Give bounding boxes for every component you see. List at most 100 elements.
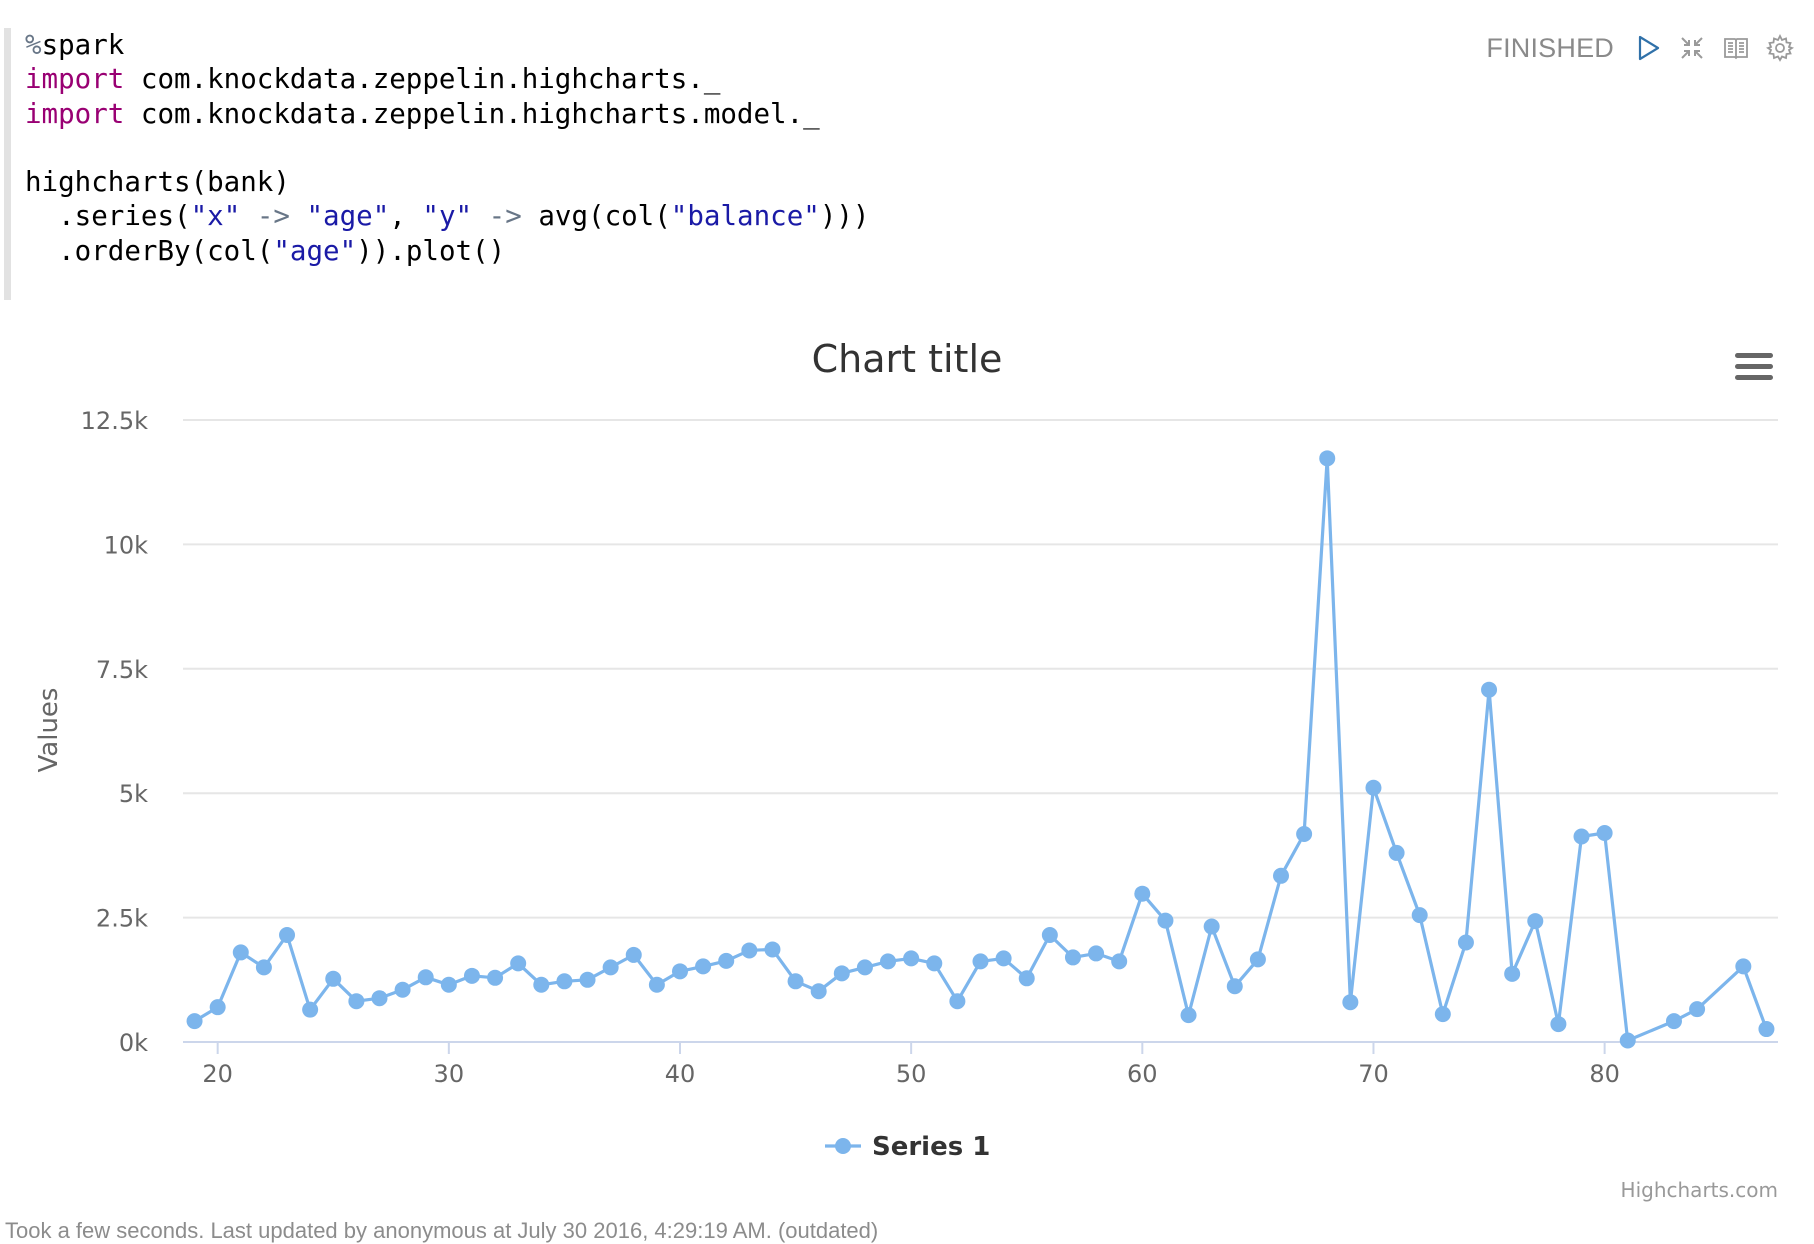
chart-credits[interactable]: Highcharts.com (1621, 1178, 1778, 1202)
run-icon[interactable] (1632, 32, 1664, 64)
code-token (240, 200, 257, 232)
data-point (833, 965, 850, 982)
data-point (1411, 907, 1428, 924)
data-point (1689, 1001, 1706, 1018)
code-token: -> (256, 200, 290, 233)
data-point (1527, 913, 1544, 930)
data-point (856, 959, 873, 976)
data-point (926, 955, 943, 972)
data-point (302, 1001, 319, 1018)
data-point (1041, 927, 1058, 944)
data-point (1134, 885, 1151, 902)
code-editor[interactable]: %spark import com.knockdata.zeppelin.hig… (4, 28, 1494, 300)
code-token: % (25, 29, 42, 61)
line-chart: Chart title 0k 2.5k 5k 7.5k 10k 12.5k 20 30 40 50 6… (34, 337, 1778, 1202)
data-point (1319, 450, 1336, 467)
code-token: "age" (306, 200, 390, 233)
code-block[interactable]: %spark import com.knockdata.zeppelin.hig… (25, 28, 869, 268)
data-point (417, 969, 434, 986)
book-icon[interactable] (1720, 32, 1752, 64)
code-token: ))) (819, 200, 870, 233)
data-point (1504, 965, 1521, 982)
data-point (1665, 1013, 1682, 1030)
chart-container: Chart title 0k 2.5k 5k 7.5k 10k 12.5k 20 30 40 50 6… (0, 320, 1814, 1220)
data-point (602, 959, 619, 976)
data-point (1365, 779, 1382, 796)
code-line: import com.knockdata.zeppelin.highcharts… (25, 63, 720, 95)
data-point (1180, 1007, 1197, 1024)
data-point (995, 950, 1012, 967)
status-label: FINISHED (1486, 32, 1614, 63)
code-token: -> (488, 200, 522, 233)
data-point (1226, 978, 1243, 995)
data-point (440, 976, 457, 993)
code-token (472, 200, 489, 232)
collapse-icon[interactable] (1676, 32, 1708, 64)
code-token: "y" (422, 200, 473, 233)
data-point (1111, 953, 1128, 970)
data-point (255, 959, 272, 976)
data-point (463, 967, 480, 984)
data-point (1758, 1021, 1775, 1038)
y-axis-label: Values (34, 688, 64, 773)
legend-marker (835, 1138, 851, 1154)
hamburger-menu-icon[interactable] (1735, 353, 1773, 380)
x-tick-label: 60 (1127, 1060, 1158, 1088)
data-point (1296, 826, 1313, 843)
data-point (787, 973, 804, 990)
data-point (1249, 951, 1266, 968)
y-tick-label: 12.5k (81, 407, 148, 435)
data-point (394, 981, 411, 998)
code-token: "balance" (670, 200, 820, 233)
code-token: import (25, 97, 125, 130)
data-point (1203, 918, 1220, 935)
series-line (193, 456, 1768, 1043)
code-token: com.knockdata.zeppelin.highcharts._ (124, 63, 721, 96)
data-point (1273, 867, 1290, 884)
data-point (1388, 844, 1405, 861)
code-line: .orderBy(col("age")).plot() (25, 235, 505, 267)
code-token: avg(col( (521, 200, 671, 233)
x-tick-label: 80 (1589, 1060, 1620, 1088)
paragraph-footer: Took a few seconds. Last updated by anon… (5, 1218, 879, 1243)
data-point (279, 927, 296, 944)
gear-icon[interactable] (1764, 32, 1796, 64)
y-tick-label: 10k (104, 531, 149, 559)
code-token: .series( (25, 200, 191, 233)
code-token (290, 200, 307, 232)
code-line: highcharts(bank) (25, 166, 290, 198)
x-tick-label: 30 (434, 1060, 465, 1088)
data-point (1735, 958, 1752, 975)
data-point (695, 958, 712, 975)
y-tick-label: 0k (119, 1029, 148, 1057)
code-line: import com.knockdata.zeppelin.highcharts… (25, 98, 820, 130)
code-token: import (25, 63, 125, 96)
data-point (487, 969, 504, 986)
data-point (972, 953, 989, 970)
x-tick-label: 20 (202, 1060, 233, 1088)
data-point (1064, 949, 1081, 966)
data-point (903, 950, 920, 967)
data-point (348, 993, 365, 1010)
code-line: .series("x" -> "age", "y" -> avg(col("ba… (25, 200, 869, 232)
y-tick-label: 5k (119, 780, 148, 808)
data-point (741, 942, 758, 959)
code-token: com.knockdata.zeppelin.highcharts.model.… (124, 97, 820, 130)
data-point (1573, 828, 1590, 845)
data-point (579, 971, 596, 988)
data-point (209, 999, 226, 1016)
data-point (1157, 912, 1174, 929)
code-token: "age" (273, 234, 357, 267)
data-point (648, 976, 665, 993)
x-tick-label: 70 (1358, 1060, 1389, 1088)
data-point (764, 941, 781, 958)
code-token: "x" (190, 200, 241, 233)
data-point (1434, 1006, 1451, 1023)
data-point (1550, 1016, 1567, 1033)
code-token: .orderBy(col( (25, 234, 274, 267)
data-point (510, 955, 527, 972)
data-point (1481, 681, 1498, 698)
data-point (371, 990, 388, 1007)
code-token: )).plot() (356, 234, 506, 267)
